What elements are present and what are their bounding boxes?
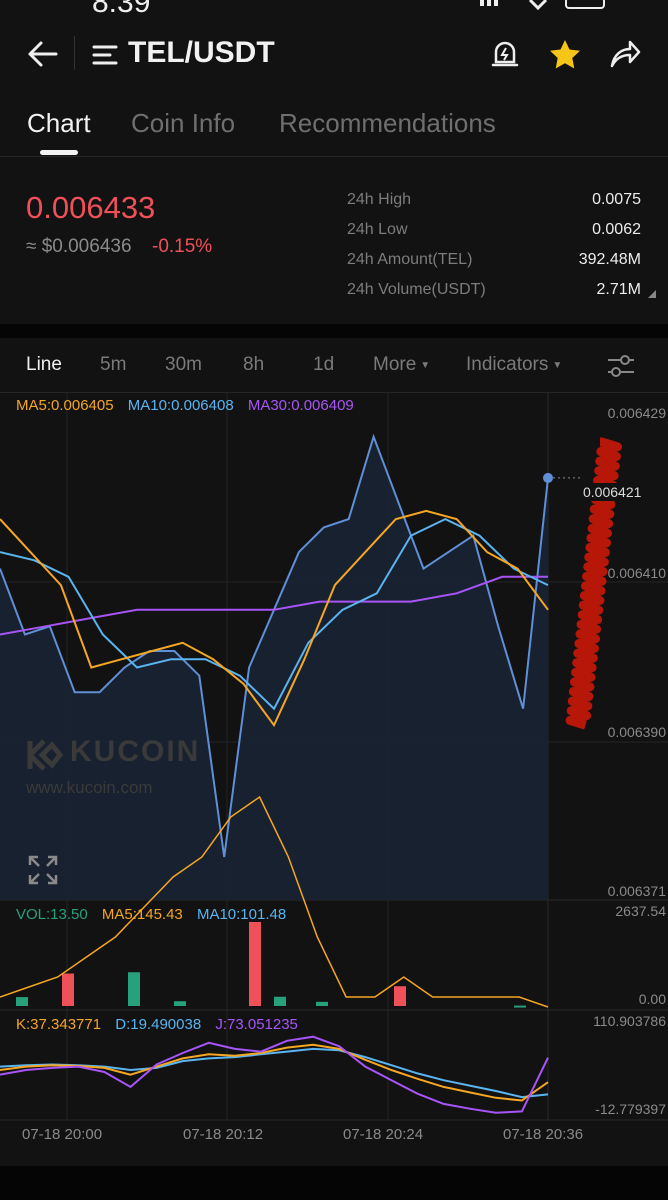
time-label-4: 07-18 20:36 [503,1126,584,1143]
price-alert-icon[interactable] [490,38,520,70]
volume-bar [16,997,28,1006]
tab-bar: Chart Coin Info Recommendations [0,100,668,157]
vol-ma5-value: MA5:145.43 [101,906,183,923]
fullscreen-icon[interactable] [28,855,58,885]
kdj-legend: K:37.343771 D:19.490038 J:73.051235 [16,1016,298,1033]
stat-label-volume: 24h Volume(USDT) [347,281,486,298]
kucoin-logo-icon [27,739,64,771]
share-icon[interactable] [608,38,642,70]
bottom-bar [0,1166,668,1200]
interval-5m[interactable]: 5m [100,354,127,375]
ma30-value: MA30:0.006409 [247,397,354,414]
volume-bar [174,1001,186,1006]
ma10-value: MA10:0.006408 [127,397,234,414]
kdj-j-value: J:73.051235 [215,1016,298,1033]
ma30-line [0,575,548,636]
stat-label-high: 24h High [347,191,412,208]
volume-legend: VOL:13.50 MA5:145.43 MA10:101.48 [16,906,286,923]
chart-settings-icon[interactable] [606,354,636,378]
current-price-label: 0.006421 [580,483,645,501]
tab-recommendations[interactable]: Recommendations [279,108,496,138]
kdj-axis-min: -12.779397 [595,1101,666,1117]
more-dropdown[interactable]: More ▼ [373,354,430,376]
more-label: More [373,354,417,375]
kdj-d-value: D:19.490038 [115,1016,202,1033]
current-price-dot [543,472,553,483]
volume-bar [316,1001,328,1006]
divider [74,36,75,70]
status-icons [480,0,605,10]
time-label-2: 07-18 20:12 [183,1126,264,1143]
interval-bar: Line 5m 30m 8h 1d More ▼ Indicators ▼ [0,338,668,393]
ma10-line [0,517,549,711]
stat-value-low: 0.0062 [592,221,641,238]
tab-chart[interactable]: Chart [27,108,91,138]
menu-icon[interactable] [92,44,118,66]
volume-bar [274,996,286,1006]
stat-label-low: 24h Low [347,221,408,238]
kdj-d-line [0,1047,549,1099]
kdj-j-line [0,1035,549,1114]
corner-triangle-icon [648,290,656,298]
watermark-url: www.kucoin.com [26,778,153,797]
caret-down-icon: ▼ [552,360,563,371]
kdj-k-line [0,1043,549,1102]
caret-down-icon: ▼ [420,360,431,371]
usd-price: ≈ $0.006436 [26,236,132,257]
vol-value: VOL:13.50 [16,906,88,923]
ma5-line [0,509,549,728]
vol-axis-max: 2637.54 [615,903,666,919]
y-axis-label-2: 0.006410 [607,565,666,581]
interval-line[interactable]: Line [26,354,62,375]
kdj-k-value: K:37.343771 [16,1016,102,1033]
kline-chart[interactable] [0,392,668,1166]
vol-ma10-value: MA10:101.48 [196,906,287,923]
section-separator [0,324,668,338]
indicators-label: Indicators [466,354,549,375]
ma-legend: MA5:0.006405 MA10:0.006408 MA30:0.006409 [16,397,354,414]
stat-value-volume: 2.71M [596,281,641,298]
back-arrow-icon[interactable] [26,40,58,68]
volume-ma5-line [0,795,549,1008]
interval-1d[interactable]: 1d [313,354,335,375]
ma5-value: MA5:0.006405 [16,397,114,414]
y-axis-label-1: 0.006429 [607,405,666,421]
vol-axis-min: 0.00 [638,991,666,1007]
indicators-dropdown[interactable]: Indicators ▼ [466,354,562,376]
tab-coin-info[interactable]: Coin Info [131,108,236,138]
volume-bar [394,986,406,1006]
volume-bar [62,973,74,1006]
volume-bar [514,1005,526,1008]
stat-label-amount: 24h Amount(TEL) [347,251,473,268]
time-label-1: 07-18 20:00 [22,1126,103,1143]
kdj-axis-max: 110.903786 [593,1013,666,1029]
status-time: 8:39 [92,0,151,19]
price-area [0,436,548,900]
watermark-logo-text: KUCOIN [70,735,201,768]
favorite-star-icon[interactable] [548,38,582,70]
stat-value-amount: 392.48M [578,251,641,268]
price-change: -0.15% [152,236,213,257]
pair-title: TEL/USDT [128,36,275,69]
time-label-3: 07-18 20:24 [343,1126,424,1143]
volume-bar [128,972,140,1006]
interval-30m[interactable]: 30m [165,354,202,375]
y-axis-label-4: 0.006371 [607,883,666,899]
interval-8h[interactable]: 8h [243,354,265,375]
stat-value-high: 0.0075 [592,191,641,208]
y-axis-label-3: 0.006390 [607,724,666,740]
last-price: 0.006433 [26,190,156,225]
status-bar: 8:39 [0,0,668,19]
active-tab-indicator [40,150,78,155]
top-bar: TEL/USDT [0,22,668,86]
volume-bar [249,922,261,1006]
